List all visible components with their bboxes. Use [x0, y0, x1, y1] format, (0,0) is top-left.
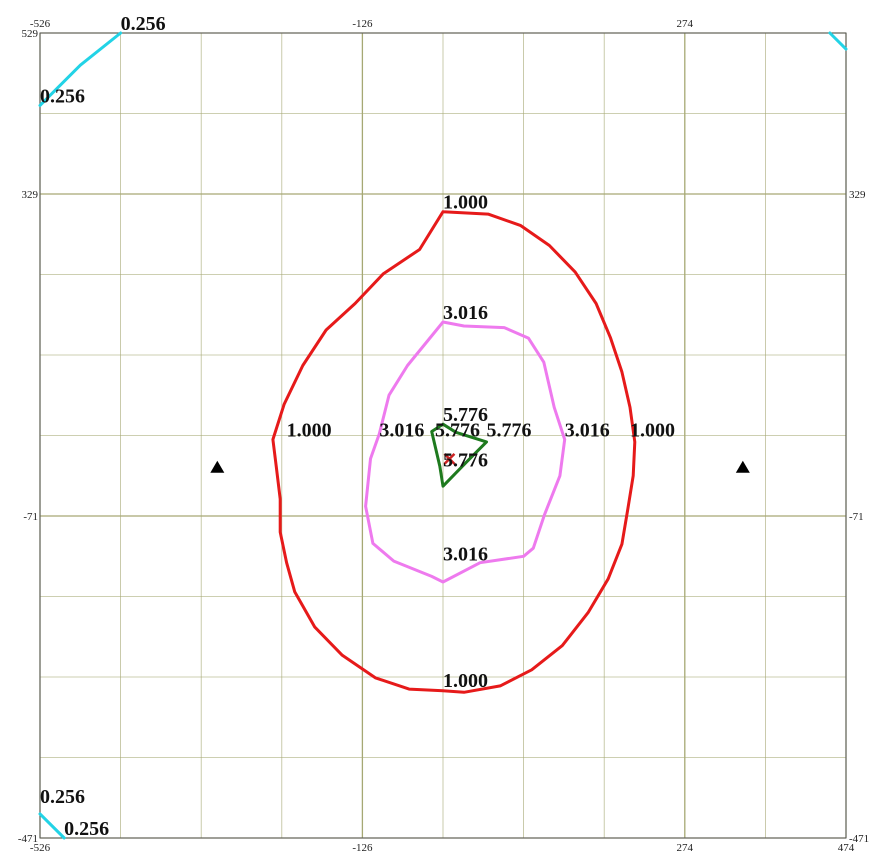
contour-label-5.776: 5.776 — [443, 449, 488, 471]
contour-label-5.776: 5.776 — [443, 404, 488, 426]
markers — [210, 452, 750, 473]
contour-label-3.016: 3.016 — [443, 302, 488, 324]
contour-labels: 0.256 0.256 0.256 0.256 1.000 1.000 1.000 1.000… — [40, 13, 675, 840]
contour-label-0.256: 0.256 — [121, 13, 166, 35]
contour-label-1.000: 1.000 — [630, 420, 675, 442]
x-tick-label-bottom: -526 — [30, 842, 51, 854]
y-tick-label-right: 329 — [849, 189, 866, 201]
contour-label-1.000: 1.000 — [443, 670, 488, 692]
contour-label-3.016: 3.016 — [379, 420, 424, 442]
contour-label-1.000: 1.000 — [443, 192, 488, 214]
contour-label-3.016: 3.016 — [565, 420, 610, 442]
contour-line-0.256 — [828, 31, 848, 51]
y-tick-label-left: 529 — [22, 28, 39, 40]
contour-label-0.256: 0.256 — [40, 85, 85, 107]
contour-label-3.016: 3.016 — [443, 543, 488, 565]
y-tick-label-left: -471 — [18, 833, 38, 845]
contour-label-0.256: 0.256 — [40, 786, 85, 808]
grid — [39, 32, 847, 839]
x-tick-label-bottom: 274 — [677, 842, 694, 854]
y-tick-label-left: 329 — [22, 189, 39, 201]
contour-label-1.000: 1.000 — [287, 420, 332, 442]
y-tick-label-right: -71 — [849, 511, 864, 523]
contour-label-0.256: 0.256 — [64, 818, 109, 840]
contour-line-0.256 — [38, 31, 123, 107]
x-tick-label-top: -126 — [352, 18, 373, 30]
x-tick-label-top: 274 — [677, 18, 694, 30]
contour-line-1.000 — [271, 210, 637, 694]
triangle-marker — [210, 460, 225, 473]
y-tick-label-left: -71 — [23, 511, 38, 523]
x-tick-label-bottom: -126 — [352, 842, 373, 854]
x-tick-label-top: -526 — [30, 18, 51, 30]
contour-line-3.016 — [364, 320, 567, 584]
x-marker — [443, 452, 456, 465]
contour-label-5.776: 5.776 — [487, 420, 532, 442]
contour-lines — [38, 31, 848, 840]
x-tick-label-bottom: 474 — [838, 842, 855, 854]
y-tick-label-right: -471 — [849, 833, 869, 845]
contour-line-5.776 — [430, 422, 488, 488]
plot-frame — [39, 32, 847, 839]
contour-label-5.776: 5.776 — [435, 420, 480, 442]
axis-ticks: -526 -126 274 -526 -126 274 474 529 329 -71 -471 32… — [18, 18, 869, 854]
contour-line-0.256 — [38, 812, 66, 840]
triangle-marker — [735, 460, 750, 473]
